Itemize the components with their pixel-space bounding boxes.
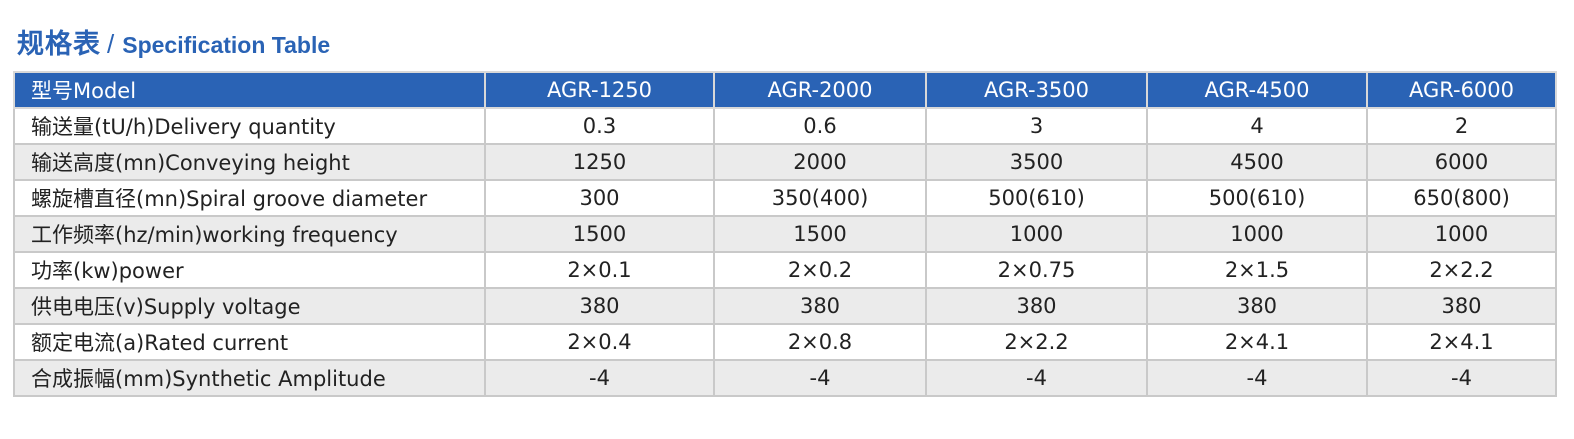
column-header: AGR-4500 bbox=[1146, 71, 1368, 109]
table-cell: 650(800) bbox=[1366, 179, 1557, 217]
table-row: 输送高度(mn)Conveying height 1250 2000 3500 … bbox=[13, 143, 1557, 181]
table-cell: 380 bbox=[713, 287, 927, 325]
table-cell: 2×0.75 bbox=[925, 251, 1148, 289]
table-row: 输送量(tU/h)Delivery quantity 0.3 0.6 3 4 2 bbox=[13, 107, 1557, 145]
table-cell: 500(610) bbox=[925, 179, 1148, 217]
table-cell: 2×4.1 bbox=[1146, 323, 1368, 361]
table-cell: 2×0.8 bbox=[713, 323, 927, 361]
table-cell: 1000 bbox=[925, 215, 1148, 253]
specification-table: 型号Model AGR-1250 AGR-2000 AGR-3500 AGR-4… bbox=[13, 71, 1557, 397]
table-cell: 0.3 bbox=[484, 107, 715, 145]
table-cell: 4500 bbox=[1146, 143, 1368, 181]
table-cell: 380 bbox=[1366, 287, 1557, 325]
column-header: AGR-2000 bbox=[713, 71, 927, 109]
table-cell: 2×0.4 bbox=[484, 323, 715, 361]
table-cell: 2000 bbox=[713, 143, 927, 181]
table-cell: 6000 bbox=[1366, 143, 1557, 181]
title-english: Specification Table bbox=[122, 32, 331, 58]
table-cell: 2×2.2 bbox=[1366, 251, 1557, 289]
row-label: 供电电压(v)Supply voltage bbox=[13, 287, 486, 325]
table-cell: 380 bbox=[1146, 287, 1368, 325]
row-label: 输送高度(mn)Conveying height bbox=[13, 143, 486, 181]
table-cell: -4 bbox=[925, 359, 1148, 397]
table-cell: 1000 bbox=[1366, 215, 1557, 253]
row-label: 额定电流(a)Rated current bbox=[13, 323, 486, 361]
table-row: 工作频率(hz/min)working frequency 1500 1500 … bbox=[13, 215, 1557, 253]
page-title: 规格表 / Specification Table bbox=[17, 22, 330, 62]
table-cell: 1500 bbox=[713, 215, 927, 253]
table-cell: 3500 bbox=[925, 143, 1148, 181]
row-label: 合成振幅(mm)Synthetic Amplitude bbox=[13, 359, 486, 397]
table-cell: 2×4.1 bbox=[1366, 323, 1557, 361]
row-label: 输送量(tU/h)Delivery quantity bbox=[13, 107, 486, 145]
title-chinese: 规格表 bbox=[17, 29, 101, 60]
column-header: AGR-3500 bbox=[925, 71, 1148, 109]
table-row: 螺旋槽直径(mn)Spiral groove diameter 300 350(… bbox=[13, 179, 1557, 217]
table-cell: 2×1.5 bbox=[1146, 251, 1368, 289]
table-header-row: 型号Model AGR-1250 AGR-2000 AGR-3500 AGR-4… bbox=[13, 71, 1557, 109]
table-row: 功率(kw)power 2×0.1 2×0.2 2×0.75 2×1.5 2×2… bbox=[13, 251, 1557, 289]
table-cell: -4 bbox=[484, 359, 715, 397]
table-cell: 1250 bbox=[484, 143, 715, 181]
table-cell: -4 bbox=[713, 359, 927, 397]
row-label: 螺旋槽直径(mn)Spiral groove diameter bbox=[13, 179, 486, 217]
table-cell: -4 bbox=[1146, 359, 1368, 397]
table-cell: 380 bbox=[925, 287, 1148, 325]
table-cell: -4 bbox=[1366, 359, 1557, 397]
table-cell: 2 bbox=[1366, 107, 1557, 145]
column-header: AGR-6000 bbox=[1366, 71, 1557, 109]
column-header-model: 型号Model bbox=[13, 71, 486, 109]
table-cell: 1500 bbox=[484, 215, 715, 253]
table-cell: 2×0.2 bbox=[713, 251, 927, 289]
table-cell: 380 bbox=[484, 287, 715, 325]
table-cell: 500(610) bbox=[1146, 179, 1368, 217]
table-cell: 350(400) bbox=[713, 179, 927, 217]
table-cell: 4 bbox=[1146, 107, 1368, 145]
table-cell: 0.6 bbox=[713, 107, 927, 145]
table-cell: 300 bbox=[484, 179, 715, 217]
table-row: 额定电流(a)Rated current 2×0.4 2×0.8 2×2.2 2… bbox=[13, 323, 1557, 361]
title-separator: / bbox=[107, 29, 115, 59]
table-cell: 1000 bbox=[1146, 215, 1368, 253]
table-cell: 2×0.1 bbox=[484, 251, 715, 289]
table-row: 供电电压(v)Supply voltage 380 380 380 380 38… bbox=[13, 287, 1557, 325]
row-label: 工作频率(hz/min)working frequency bbox=[13, 215, 486, 253]
row-label: 功率(kw)power bbox=[13, 251, 486, 289]
table-cell: 2×2.2 bbox=[925, 323, 1148, 361]
column-header: AGR-1250 bbox=[484, 71, 715, 109]
table-row: 合成振幅(mm)Synthetic Amplitude -4 -4 -4 -4 … bbox=[13, 359, 1557, 397]
table-cell: 3 bbox=[925, 107, 1148, 145]
